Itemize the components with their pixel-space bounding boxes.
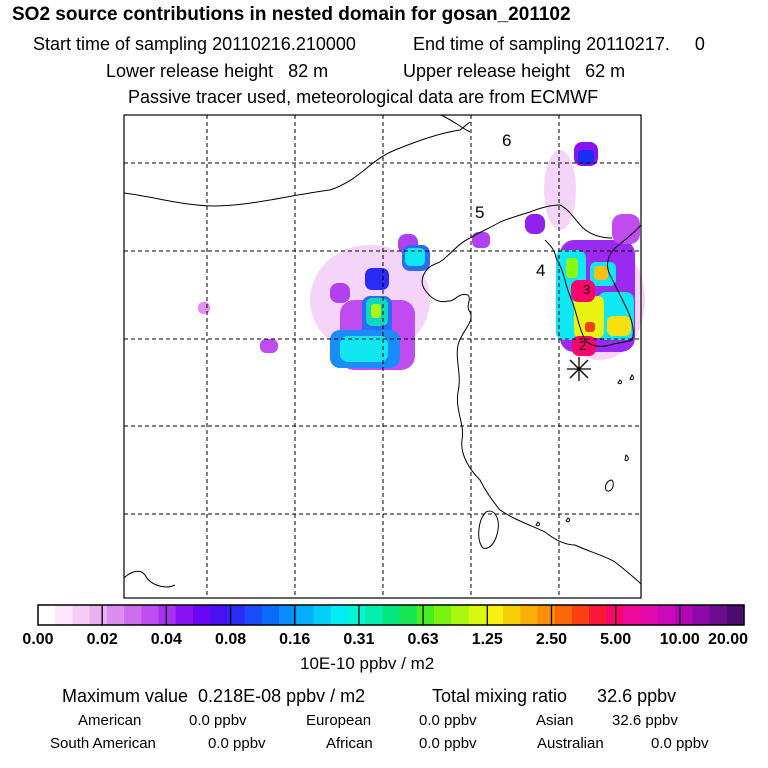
colorbar-swatch — [485, 605, 504, 625]
region-value-australian: 0.0 ppbv — [651, 735, 709, 752]
region-value-african: 0.0 ppbv — [419, 735, 477, 752]
colorbar-tick-label: 0.63 — [408, 631, 439, 648]
region-name-american: American — [78, 712, 142, 729]
colorbar-tick-label: 2.50 — [536, 631, 567, 648]
colorbar-swatch — [55, 605, 74, 625]
region-value-european: 0.0 ppbv — [419, 712, 477, 729]
colorbar-tick-label: 1.25 — [472, 631, 503, 648]
colorbar-tick-label: 0.02 — [87, 631, 118, 648]
colorbar-swatch — [675, 605, 693, 625]
region-value-south-american: 0.0 ppbv — [208, 735, 266, 752]
colorbar-swatch — [141, 605, 160, 625]
colorbar-swatch — [451, 605, 470, 625]
colorbar-swatch — [692, 605, 711, 625]
region-name-european: European — [306, 712, 372, 729]
colorbar-unit-label: 10E-10 ppbv / m2 — [300, 654, 435, 673]
region-name-australian: Australian — [537, 735, 604, 752]
colorbar-swatch — [330, 605, 349, 625]
lower-release-height: Lower release height 82 m — [106, 61, 329, 81]
colorbar-swatch — [365, 605, 383, 625]
colorbar-swatch — [434, 605, 452, 625]
colorbar-swatch — [313, 605, 332, 625]
colorbar-swatch — [537, 605, 556, 625]
region-name-asian: Asian — [536, 712, 574, 729]
map-label-4: 4 — [536, 261, 545, 280]
colorbar-swatch — [640, 605, 659, 625]
colorbar-swatch — [502, 605, 521, 625]
colorbar-tick-label: 20.00 — [708, 631, 748, 648]
colorbar-swatch — [657, 605, 676, 625]
colorbar-tick-label: 10.00 — [660, 631, 700, 648]
map-label-6: 6 — [502, 131, 511, 150]
colorbar-swatch — [124, 605, 142, 625]
maximum-value: Maximum value 0.218E-08 ppbv / m2 — [62, 686, 366, 706]
colorbar-tick-label: 5.00 — [600, 631, 631, 648]
colorbar-swatch — [709, 605, 728, 625]
colorbar-swatch — [520, 605, 538, 625]
colorbar-swatch — [279, 605, 297, 625]
colorbar-tick-label: 0.31 — [343, 631, 374, 648]
start-sampling-time: Start time of sampling 20110216.210000 — [33, 34, 356, 54]
colorbar-swatches — [37, 604, 745, 626]
colorbar-swatch — [571, 605, 590, 625]
region-name-south-american: South American — [50, 735, 156, 752]
map-label-3: 3 — [583, 282, 590, 297]
colorbar-swatch — [72, 605, 91, 625]
colorbar-swatch — [468, 605, 487, 625]
receptor-marker-icon — [567, 357, 591, 381]
colorbar-swatch — [589, 605, 607, 625]
colorbar-frame — [37, 604, 745, 626]
tracer-note: Passive tracer used, meteorological data… — [128, 87, 599, 107]
colorbar-swatch — [158, 605, 177, 625]
colorbar-swatch — [210, 605, 229, 625]
region-value-asian: 32.6 ppbv — [612, 712, 678, 729]
colorbar-swatch — [399, 605, 418, 625]
map-label-5: 5 — [475, 203, 484, 222]
map-plot: 6 5 4 3 2 — [123, 114, 645, 599]
colorbar-tick-label: 0.16 — [279, 631, 310, 648]
colorbar-tick-label: 0.00 — [22, 631, 53, 648]
region-name-african: African — [326, 735, 373, 752]
colorbar-swatch — [382, 605, 401, 625]
colorbar-swatch — [227, 605, 246, 625]
colorbar-tick-label: 0.04 — [151, 631, 182, 648]
coastlines — [123, 114, 642, 588]
colorbar-swatch — [175, 605, 194, 625]
chart-title: SO2 source contributions in nested domai… — [12, 4, 571, 25]
colorbar-swatch — [726, 605, 745, 625]
colorbar-swatch — [296, 605, 315, 625]
colorbar-swatch — [38, 605, 56, 625]
colorbar-swatch — [192, 605, 211, 625]
total-mixing-ratio: Total mixing ratio 32.6 ppbv — [432, 686, 677, 706]
colorbar-swatch — [554, 605, 573, 625]
region-value-american: 0.0 ppbv — [189, 712, 247, 729]
colorbar-swatch — [244, 605, 263, 625]
colorbar-swatch — [106, 605, 125, 625]
colorbar-swatch — [347, 605, 366, 625]
colorbar-swatch — [416, 605, 435, 625]
colorbar-swatch — [261, 605, 280, 625]
map-label-2: 2 — [579, 338, 586, 353]
end-sampling-time: End time of sampling 20110217. 0 — [413, 34, 705, 54]
colorbar-tick-label: 0.08 — [215, 631, 246, 648]
colorbar-tick-labels: 0.00 0.02 0.04 0.08 0.16 0.31 0.63 1.25 2.50 5.00… — [22, 605, 748, 648]
colorbar-swatch — [89, 605, 108, 625]
upper-release-height: Upper release height 62 m — [403, 61, 626, 81]
colorbar-swatch — [623, 605, 642, 625]
